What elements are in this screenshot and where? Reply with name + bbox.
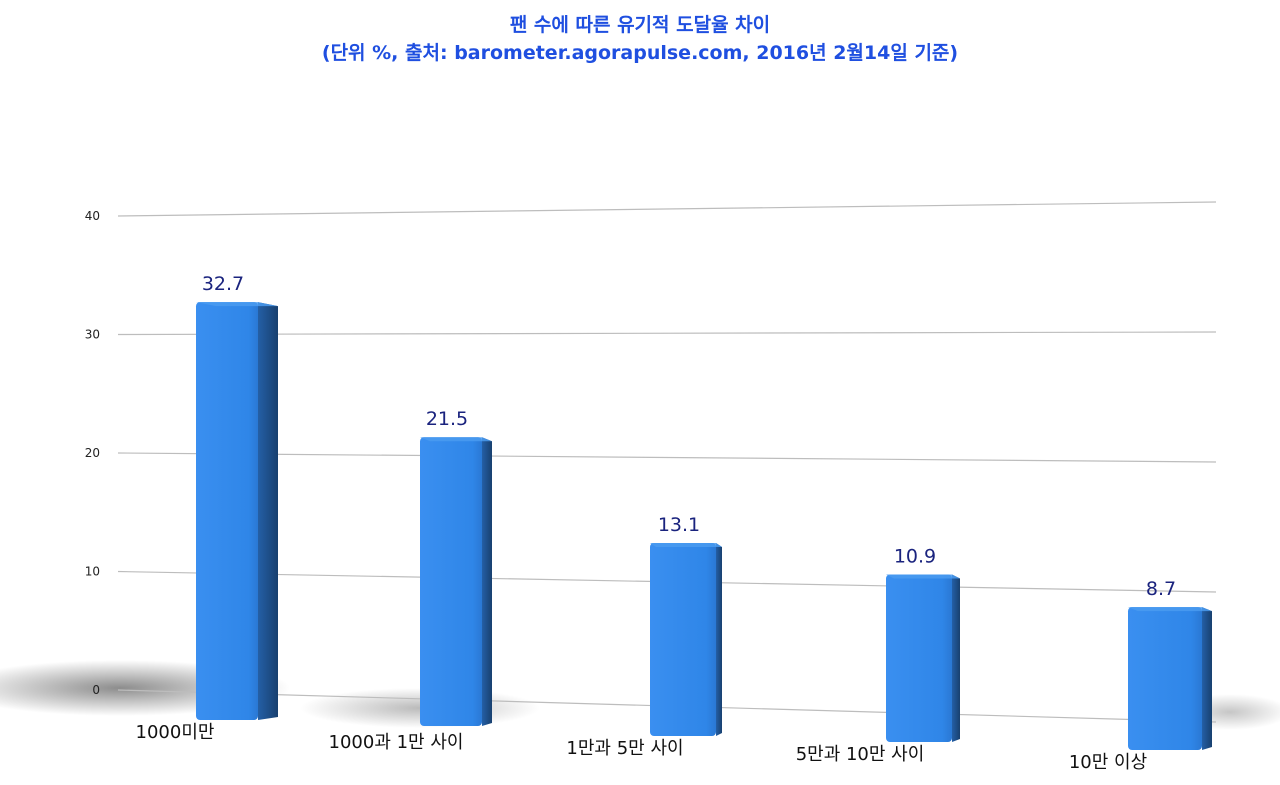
data-label: 21.5 bbox=[426, 408, 468, 430]
bar-top-face bbox=[886, 574, 960, 579]
bar bbox=[196, 302, 278, 720]
y-tick-label: 40 bbox=[85, 209, 100, 223]
bar bbox=[420, 437, 492, 726]
x-category-label: 1000미만 bbox=[136, 722, 215, 743]
data-label: 10.9 bbox=[894, 545, 936, 567]
data-labels: 32.7 21.5 13.1 10.9 8.7 bbox=[202, 273, 1176, 600]
data-label: 13.1 bbox=[658, 514, 700, 536]
y-tick-label: 20 bbox=[85, 446, 100, 460]
gridline bbox=[117, 452, 1217, 463]
y-tick-label: 0 bbox=[92, 683, 100, 697]
floor-shadow-layer bbox=[0, 660, 1280, 730]
bar-front-face bbox=[420, 437, 482, 726]
bars bbox=[196, 302, 1212, 750]
bar-top-face bbox=[420, 437, 492, 442]
bar-side-face bbox=[1202, 607, 1212, 750]
bar-side-face bbox=[952, 574, 960, 742]
y-tick-label: 30 bbox=[85, 328, 100, 342]
gridline bbox=[117, 201, 1217, 217]
bar-front-face bbox=[886, 574, 952, 742]
data-label: 8.7 bbox=[1146, 578, 1176, 600]
bar-side-face bbox=[258, 302, 278, 720]
y-axis-ticks: 0 10 20 30 40 bbox=[85, 209, 100, 697]
chart-subtitle: (단위 %, 출처: barometer.agorapulse.com, 201… bbox=[321, 42, 959, 64]
bar-top-face bbox=[196, 302, 278, 307]
bar bbox=[1128, 607, 1212, 750]
x-category-label: 1만과 5만 사이 bbox=[566, 738, 683, 759]
bar-front-face bbox=[1128, 607, 1202, 750]
bar-front-face bbox=[196, 302, 258, 720]
x-category-label: 10만 이상 bbox=[1069, 752, 1147, 773]
y-tick-label: 10 bbox=[85, 565, 100, 579]
x-category-label: 5만과 10만 사이 bbox=[796, 744, 925, 765]
bar-side-face bbox=[482, 437, 492, 726]
bar-front-face bbox=[650, 542, 716, 736]
x-axis-categories: 1000미만 1000과 1만 사이 1만과 5만 사이 5만과 10만 사이 10만 … bbox=[136, 722, 1148, 773]
bar bbox=[886, 574, 960, 742]
bar-side-face bbox=[716, 542, 722, 736]
data-label: 32.7 bbox=[202, 273, 244, 295]
bar-top-face bbox=[1128, 607, 1212, 612]
bar bbox=[650, 542, 722, 736]
gridline bbox=[117, 331, 1217, 336]
bar-top-face bbox=[650, 542, 722, 547]
chart-title: 팬 수에 따른 유기적 도달율 차이 bbox=[509, 14, 771, 36]
x-category-label: 1000과 1만 사이 bbox=[329, 732, 464, 753]
